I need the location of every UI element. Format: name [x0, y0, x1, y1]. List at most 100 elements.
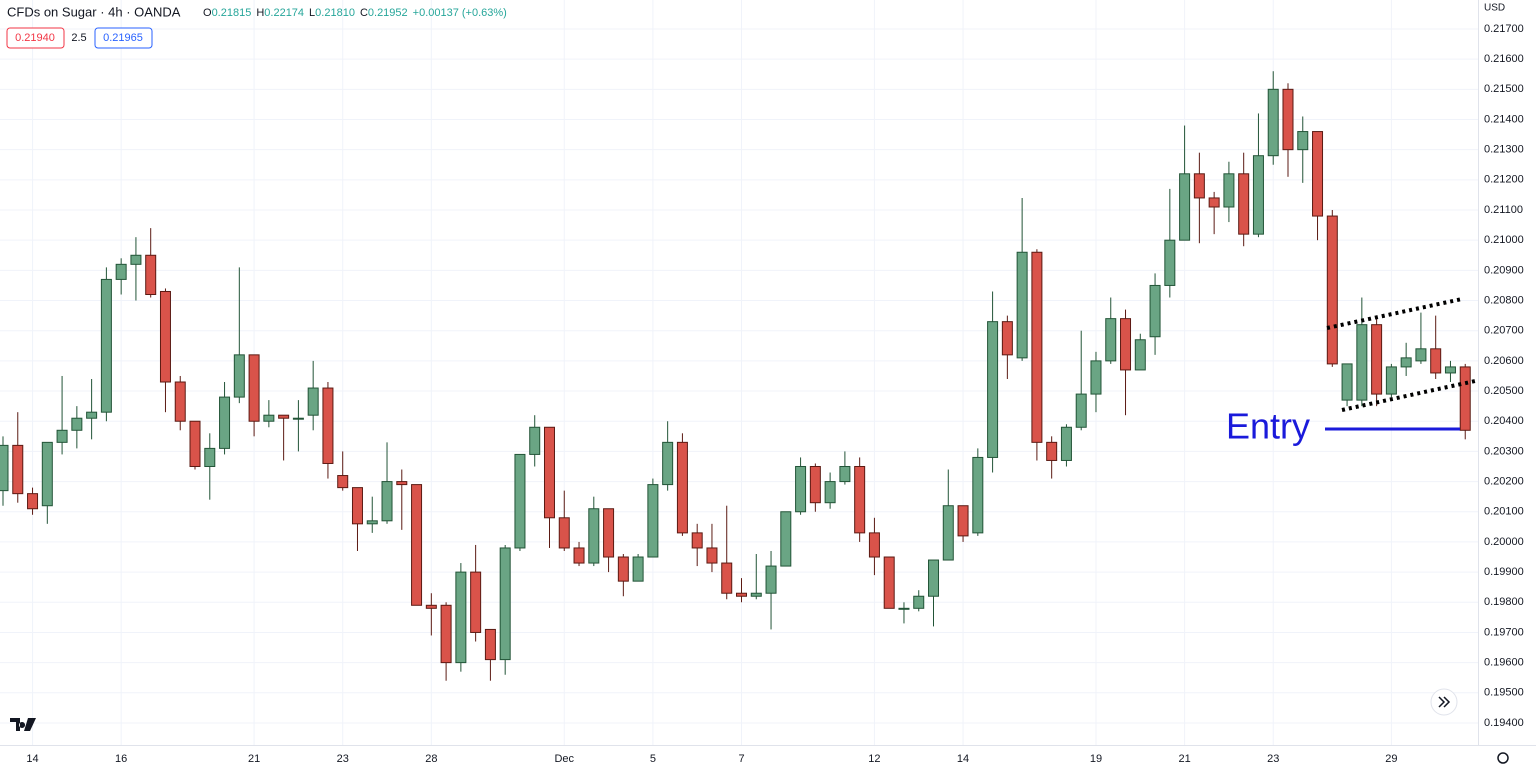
- candle-body: [780, 511, 792, 567]
- candle-body: [0, 444, 9, 492]
- candle-body: [248, 354, 260, 422]
- candle-body: [1430, 348, 1442, 374]
- y-tick-label: 0.20300: [1484, 445, 1524, 457]
- y-tick-label: 0.21300: [1484, 144, 1524, 156]
- x-tick-label: 21: [1178, 753, 1190, 765]
- candle-body: [1001, 321, 1013, 356]
- candle-body: [868, 532, 880, 558]
- candle-body: [765, 565, 777, 594]
- candle-body: [1179, 173, 1191, 241]
- candle-body: [706, 547, 718, 564]
- candle-body: [987, 321, 999, 458]
- candle-body: [809, 465, 821, 504]
- x-tick-label: 7: [738, 753, 744, 765]
- legend-value: 0.21952: [368, 7, 408, 19]
- candle-body: [676, 441, 688, 534]
- buy-button[interactable]: [94, 27, 153, 49]
- candle-body: [499, 547, 511, 661]
- y-tick-label: 0.20600: [1484, 355, 1524, 367]
- candle-body: [839, 465, 851, 483]
- y-tick-label: 0.21600: [1484, 53, 1524, 65]
- candle-body: [972, 456, 984, 534]
- candle-body: [1312, 131, 1324, 217]
- candle-body: [1090, 360, 1102, 395]
- candle-body: [1060, 426, 1072, 461]
- candle-body: [263, 414, 275, 422]
- candle-body: [1400, 357, 1412, 368]
- grid: [0, 0, 1478, 745]
- candle-body: [71, 417, 83, 431]
- ask[interactable]: 0.21965: [103, 32, 143, 44]
- x-tick-label: 12: [868, 753, 880, 765]
- candle-body: [603, 508, 615, 558]
- candle-body: [1252, 155, 1264, 235]
- candle-body: [647, 484, 659, 558]
- candle-body: [1134, 339, 1146, 371]
- candle-body: [1297, 131, 1309, 151]
- legend-label: L: [309, 7, 315, 19]
- legend-label: C: [360, 7, 368, 19]
- candles: [0, 71, 1471, 681]
- candle-body: [588, 508, 600, 564]
- candle-body: [942, 505, 954, 561]
- candle-body: [1238, 173, 1250, 235]
- candle-body: [411, 484, 423, 606]
- y-tick-label: 0.19800: [1484, 596, 1524, 608]
- bid[interactable]: 0.21940: [15, 32, 55, 44]
- candle-body: [145, 254, 157, 295]
- channel-lower: [1341, 379, 1476, 412]
- x-tick-label: 14: [26, 753, 38, 765]
- candle-body: [56, 429, 68, 443]
- candle-body: [1371, 324, 1383, 395]
- y-tick-label: 0.21100: [1484, 204, 1523, 216]
- x-tick-label: 5: [650, 753, 656, 765]
- sell-button[interactable]: [6, 27, 65, 49]
- candle-body: [1341, 363, 1353, 401]
- candle-body: [1385, 366, 1397, 395]
- candle-body: [883, 556, 895, 609]
- logo[interactable]: [10, 718, 36, 731]
- candle-body: [736, 592, 747, 597]
- candle-body: [795, 465, 807, 513]
- candle-body: [957, 505, 969, 537]
- x-tick-label: 16: [115, 753, 127, 765]
- candle-body: [514, 453, 526, 549]
- y-tick-label: 0.21000: [1484, 234, 1524, 246]
- x-tick-label: 23: [1267, 753, 1279, 765]
- candle-body: [100, 278, 112, 413]
- currency[interactable]: USD: [1484, 3, 1505, 14]
- candle-body: [1326, 215, 1338, 365]
- candle-body: [1105, 318, 1117, 362]
- candle-body: [351, 487, 363, 525]
- y-tick-label: 0.20100: [1484, 506, 1524, 518]
- legend-value: 0.21810: [315, 7, 355, 19]
- legend-value: 0.21815: [212, 7, 252, 19]
- candle-body: [1223, 173, 1235, 208]
- candle-body: [1016, 251, 1028, 359]
- ohlc-legend: O 0.21815 H 0.22174 L 0.21810 C 0.21952: [203, 7, 408, 19]
- candle-body: [898, 607, 910, 610]
- legend-value: 0.22174: [264, 7, 304, 19]
- annotation: Entry: [1226, 406, 1310, 447]
- candle-body: [396, 481, 408, 486]
- candle-body: [322, 387, 334, 464]
- candle-body: [573, 547, 585, 564]
- candle-body: [27, 493, 39, 510]
- y-tick-label: 0.20700: [1484, 325, 1524, 337]
- candle-body: [928, 559, 940, 597]
- candle-body: [854, 465, 866, 534]
- candle-body: [130, 254, 142, 265]
- candle-body: [455, 571, 467, 664]
- x-tick-label: 21: [248, 753, 260, 765]
- settings-icon[interactable]: [1497, 752, 1509, 764]
- candle-body: [1164, 239, 1176, 286]
- y-tick-label: 0.20000: [1484, 536, 1524, 548]
- symbol-title[interactable]: CFDs on Sugar · 4h · OANDA: [7, 4, 181, 19]
- candle-body: [337, 475, 349, 489]
- y-tick-label: 0.20400: [1484, 415, 1524, 427]
- candle-body: [1075, 393, 1087, 428]
- spread: 2.5: [71, 32, 86, 44]
- candle-body: [86, 411, 98, 419]
- x-tick-label: 19: [1090, 753, 1102, 765]
